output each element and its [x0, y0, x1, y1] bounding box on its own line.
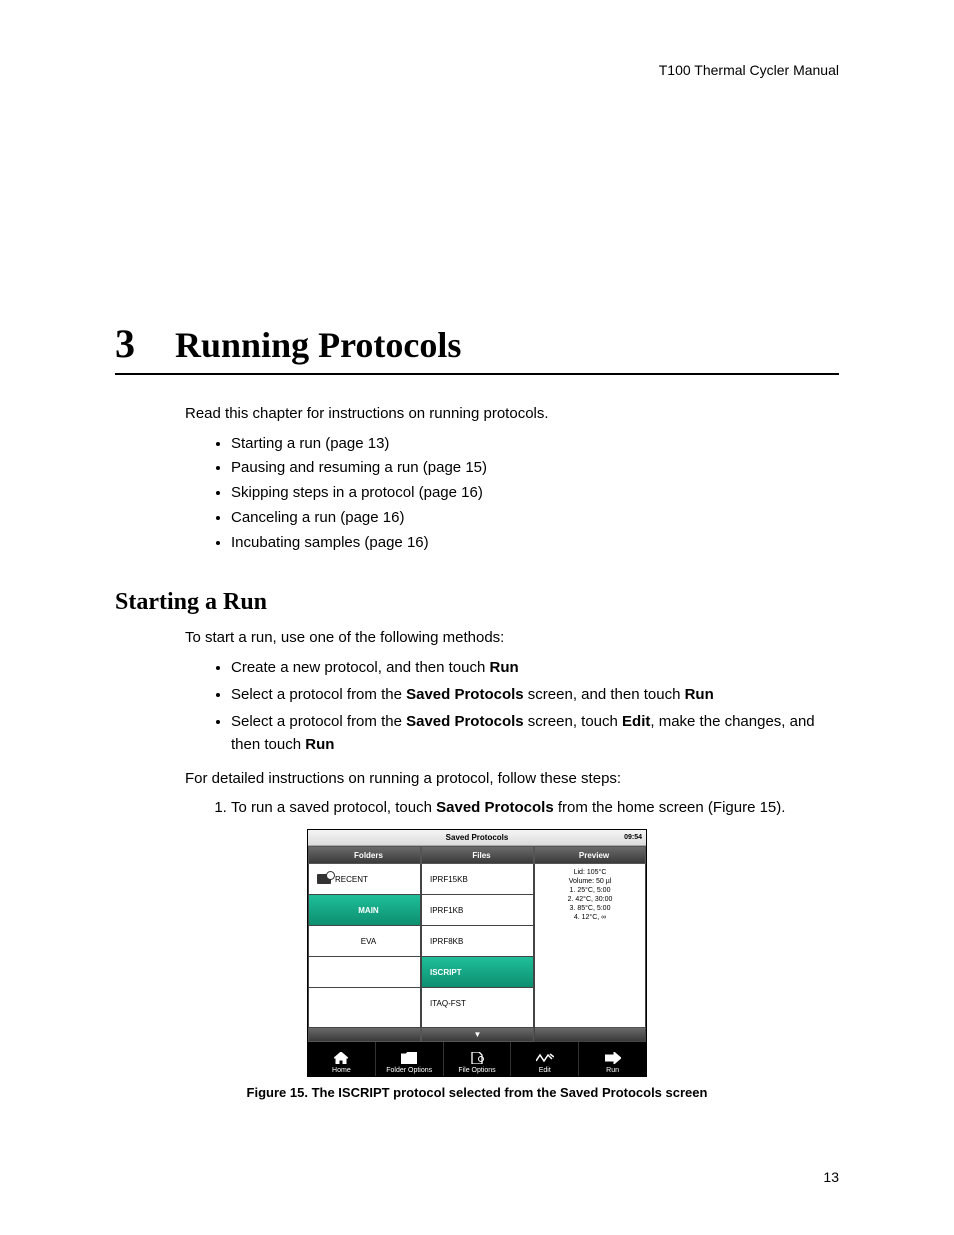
figure-wrap: Saved Protocols 09:54 Folders RECENT MAI…	[115, 829, 839, 1100]
method-item: Create a new protocol, and then touch Ru…	[231, 656, 839, 679]
method-item: Select a protocol from the Saved Protoco…	[231, 710, 839, 757]
folders-column: Folders RECENT MAIN EVA	[308, 846, 421, 1042]
file-item[interactable]: IPRF1KB	[422, 895, 533, 926]
file-options-icon	[470, 1051, 484, 1065]
manual-title: T100 Thermal Cycler Manual	[659, 62, 839, 78]
chapter-number: 3	[115, 320, 135, 367]
preview-header: Preview	[534, 846, 646, 864]
folder-label: MAIN	[358, 895, 378, 926]
device-toolbar: Home Folder Options File Options Edit	[308, 1042, 646, 1076]
folder-item-main[interactable]: MAIN	[309, 895, 420, 926]
toc-item: Pausing and resuming a run (page 15)	[231, 456, 839, 481]
toolbar-run-button[interactable]: Run	[579, 1042, 646, 1076]
device-screenshot: Saved Protocols 09:54 Folders RECENT MAI…	[307, 829, 647, 1077]
toolbar-home-button[interactable]: Home	[308, 1042, 376, 1076]
toolbar-label: File Options	[458, 1067, 495, 1074]
preview-line: 2. 42°C, 30:00	[539, 895, 641, 904]
device-title: Saved Protocols	[446, 833, 509, 842]
folder-options-icon	[401, 1051, 417, 1065]
toolbar-label: Folder Options	[386, 1067, 432, 1074]
toolbar-label: Edit	[539, 1067, 551, 1074]
toolbar-edit-button[interactable]: Edit	[511, 1042, 579, 1076]
folders-footer	[308, 1028, 421, 1042]
files-header: Files	[421, 846, 534, 864]
folder-label: EVA	[361, 926, 376, 957]
toolbar-file-options-button[interactable]: File Options	[444, 1042, 512, 1076]
page-number: 13	[823, 1169, 839, 1185]
figure-caption: Figure 15. The ISCRIPT protocol selected…	[115, 1085, 839, 1100]
files-column: Files IPRF15KB IPRF1KB IPRF8KB ISCRIPT I…	[421, 846, 534, 1042]
home-icon	[334, 1051, 348, 1065]
folder-item-recent[interactable]: RECENT	[309, 864, 420, 895]
intro-text: Read this chapter for instructions on ru…	[185, 403, 839, 426]
file-item[interactable]: IPRF15KB	[422, 864, 533, 895]
step-item: To run a saved protocol, touch Saved Pro…	[231, 796, 839, 819]
section-lead: To start a run, use one of the following…	[185, 626, 839, 649]
toc-item: Starting a run (page 13)	[231, 432, 839, 457]
toolbar-label: Home	[332, 1067, 351, 1074]
chapter-title: Running Protocols	[175, 324, 461, 366]
method-item: Select a protocol from the Saved Protoco…	[231, 683, 839, 706]
files-more-indicator[interactable]: ▼	[421, 1028, 534, 1042]
steps-list: To run a saved protocol, touch Saved Pro…	[231, 796, 839, 819]
preview-line: 3. 85°C, 5:00	[539, 904, 641, 913]
device-time: 09:54	[624, 834, 642, 841]
device-columns: Folders RECENT MAIN EVA	[308, 846, 646, 1042]
run-icon	[605, 1051, 621, 1065]
folder-empty	[309, 988, 420, 1019]
preview-line: Lid: 105°C	[539, 868, 641, 877]
folder-item-eva[interactable]: EVA	[309, 926, 420, 957]
section-heading: Starting a Run	[115, 589, 839, 616]
detail-text: For detailed instructions on running a p…	[185, 767, 839, 790]
folder-label: RECENT	[335, 864, 368, 895]
folder-empty	[309, 957, 420, 988]
methods-list: Create a new protocol, and then touch Ru…	[231, 656, 839, 757]
edit-icon	[536, 1051, 554, 1065]
chapter-heading-row: 3 Running Protocols	[115, 320, 839, 375]
preview-column: Preview Lid: 105°C Volume: 50 µl 1. 25°C…	[534, 846, 646, 1042]
toc-item: Canceling a run (page 16)	[231, 506, 839, 531]
folders-header: Folders	[308, 846, 421, 864]
toolbar-folder-options-button[interactable]: Folder Options	[376, 1042, 444, 1076]
recent-icon	[317, 874, 331, 884]
preview-footer	[535, 1027, 645, 1041]
preview-line: Volume: 50 µl	[539, 877, 641, 886]
file-item[interactable]: ITAQ-FST	[422, 988, 533, 1019]
preview-line: 1. 25°C, 5:00	[539, 886, 641, 895]
file-item[interactable]: IPRF8KB	[422, 926, 533, 957]
toc-item: Incubating samples (page 16)	[231, 531, 839, 556]
toc-item: Skipping steps in a protocol (page 16)	[231, 481, 839, 506]
chapter-toc: Starting a run (page 13) Pausing and res…	[231, 432, 839, 556]
file-item-selected[interactable]: ISCRIPT	[422, 957, 533, 988]
preview-line: 4. 12°C, ∞	[539, 913, 641, 922]
preview-body: Lid: 105°C Volume: 50 µl 1. 25°C, 5:00 2…	[534, 864, 646, 1042]
toolbar-label: Run	[606, 1067, 619, 1074]
device-titlebar: Saved Protocols 09:54	[308, 830, 646, 846]
